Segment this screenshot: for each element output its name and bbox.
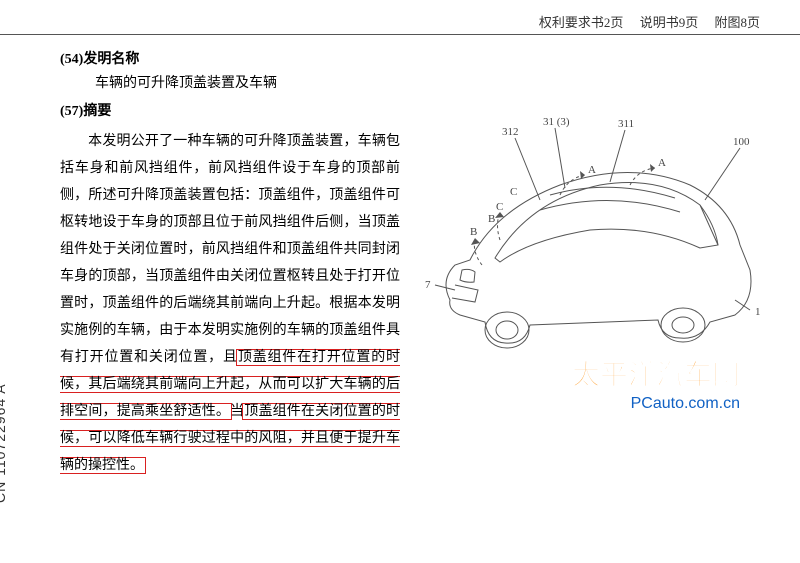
section-57-label: (57)摘要 [60,100,111,120]
ref-100: 100 [733,136,750,148]
watermark-cn: 太平洋汽车网 [572,353,740,393]
patent-figure: 100 31 (3) 311 312 A A C C B B 1 7 [400,90,770,390]
abstract-text: 本发明公开了一种车辆的可升降顶盖装置，车辆包括车身和前风挡组件，前风挡组件设于车… [60,128,400,479]
ref-311: 311 [618,118,634,130]
patent-number: CN 110722964 A [0,383,8,503]
watermark-en: PCauto.com.cn [572,395,740,413]
section-54-label: (54)发明名称 [60,48,139,68]
ref-312: 312 [502,126,519,138]
abstract-pre: 本发明公开了一种车辆的可升降顶盖装置，车辆包括车身和前风挡组件，前风挡组件设于车… [60,134,400,365]
ref-B2: B [488,213,495,225]
invention-title: 车辆的可升降顶盖装置及车辆 [95,72,277,92]
ref-31-3: 31 (3) [543,116,570,128]
ref-A1: A [658,157,666,169]
fig-pages: 附图8页 [714,15,760,30]
ref-1: 1 [755,306,761,318]
horizontal-rule [0,34,800,35]
watermark: 太平洋汽车网 PCauto.com.cn [572,353,740,413]
ref-C2: C [510,186,517,198]
claims-pages: 权利要求书2页 [539,15,624,30]
ref-B1: B [470,226,477,238]
ref-A2: A [588,164,596,176]
ref-C1: C [496,201,503,213]
spec-pages: 说明书9页 [640,15,699,30]
ref-7: 7 [425,279,431,291]
page-count-meta: 权利要求书2页 说明书9页 附图8页 [539,12,760,31]
